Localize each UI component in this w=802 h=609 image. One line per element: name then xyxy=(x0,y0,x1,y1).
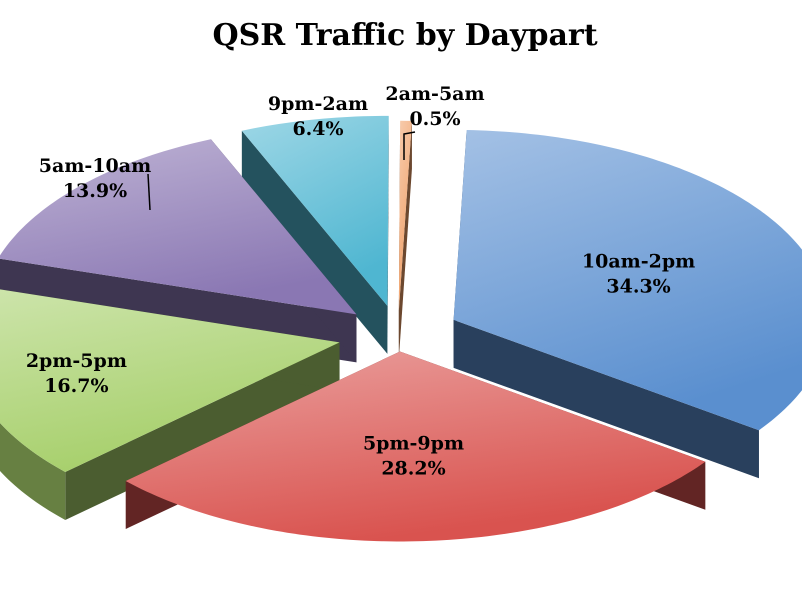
slice-5am-10am xyxy=(0,139,357,363)
slice-wall xyxy=(241,130,388,354)
slice-label-value: 13.9% xyxy=(63,180,127,202)
slice-top xyxy=(0,139,357,315)
slice-label-name: 2pm-5pm xyxy=(26,350,127,372)
slice-10am-2pm xyxy=(453,130,802,479)
slice-top xyxy=(241,115,389,306)
pie-slices xyxy=(0,115,802,542)
slice-2pm-5pm xyxy=(0,289,340,520)
slice-outer-wall xyxy=(0,423,66,520)
slice-labels: 10am-2pm 34.3% 5pm-9pm 28.2% 2pm-5pm 16.7% 5am… xyxy=(26,83,695,480)
slice-label-value: 34.3% xyxy=(606,276,670,298)
slice-9pm-2am xyxy=(241,115,389,354)
slice-label-name: 10am-2pm xyxy=(582,251,695,273)
leader-line xyxy=(147,173,151,211)
slice-label-value: 28.2% xyxy=(381,458,445,480)
slice-top xyxy=(0,289,340,472)
slice-wall xyxy=(387,115,389,354)
slice-5pm-9pm xyxy=(125,351,706,542)
slice-top xyxy=(398,120,412,311)
slice-wall xyxy=(65,342,340,520)
chart-title: QSR Traffic by Daypart xyxy=(212,18,597,53)
slice-label-name: 5pm-9pm xyxy=(363,433,464,455)
leader-line xyxy=(403,131,416,160)
slice-label-value: 16.7% xyxy=(44,375,108,397)
slice-top xyxy=(125,351,706,542)
slice-wall xyxy=(453,319,759,479)
slice-label-name: 5am-10am xyxy=(39,155,151,177)
slice-label-name: 9pm-2am xyxy=(268,93,368,115)
slice-2am-5am xyxy=(398,120,412,359)
slice-label-name: 2am-5am xyxy=(385,83,484,105)
slice-label-value: 6.4% xyxy=(292,118,343,140)
label-leader-lines xyxy=(147,131,416,211)
slice-top xyxy=(453,130,802,431)
slice-wall xyxy=(398,120,412,359)
slice-label-value: 0.5% xyxy=(409,108,460,130)
